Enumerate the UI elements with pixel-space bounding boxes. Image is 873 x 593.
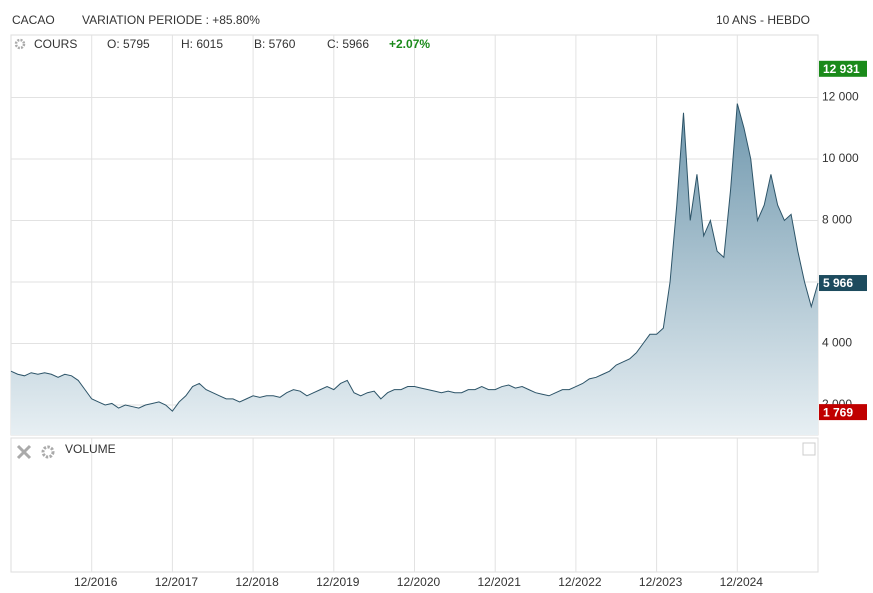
x-tick-label: 12/2022 bbox=[558, 575, 602, 589]
area bbox=[11, 103, 818, 435]
y-tick-label: 10 000 bbox=[822, 151, 859, 165]
title: CACAO bbox=[12, 13, 55, 27]
settings-icon[interactable] bbox=[41, 445, 55, 459]
x-tick-label: 12/2019 bbox=[316, 575, 360, 589]
x-tick-label: 12/2017 bbox=[155, 575, 199, 589]
y-tick-label: 4 000 bbox=[822, 336, 852, 350]
price-badge bbox=[819, 60, 867, 77]
period: 10 ANS - HEBDO bbox=[716, 13, 810, 27]
checkbox[interactable] bbox=[802, 442, 816, 456]
close: C: 5966 bbox=[327, 37, 369, 51]
x-tick-label: 12/2016 bbox=[74, 575, 118, 589]
x-tick-label: 12/2024 bbox=[720, 575, 764, 589]
price-badge-label: 1 769 bbox=[823, 405, 853, 419]
y-tick-label: 12 000 bbox=[822, 90, 859, 104]
price-badge bbox=[819, 275, 867, 292]
x-tick-label: 12/2021 bbox=[478, 575, 522, 589]
change: +2.07% bbox=[389, 37, 430, 51]
x-tick-label: 12/2020 bbox=[397, 575, 441, 589]
price-badge-label: 5 966 bbox=[823, 276, 853, 290]
line bbox=[10, 103, 819, 412]
volume-label: VOLUME bbox=[65, 442, 116, 456]
x-tick-label: 12/2018 bbox=[235, 575, 279, 589]
price-badge-label: 12 931 bbox=[823, 62, 860, 76]
series-name: COURS bbox=[34, 37, 77, 51]
subtitle: VARIATION PERIODE : +85.80% bbox=[82, 13, 260, 27]
open: O: 5795 bbox=[107, 37, 150, 51]
price-badge bbox=[819, 404, 867, 421]
high: H: 6015 bbox=[181, 37, 223, 51]
low: B: 5760 bbox=[254, 37, 296, 51]
y-tick-label: 8 000 bbox=[822, 213, 852, 227]
settings-icon[interactable] bbox=[14, 38, 26, 50]
x-tick-label: 12/2023 bbox=[639, 575, 683, 589]
close-icon[interactable] bbox=[16, 444, 32, 460]
